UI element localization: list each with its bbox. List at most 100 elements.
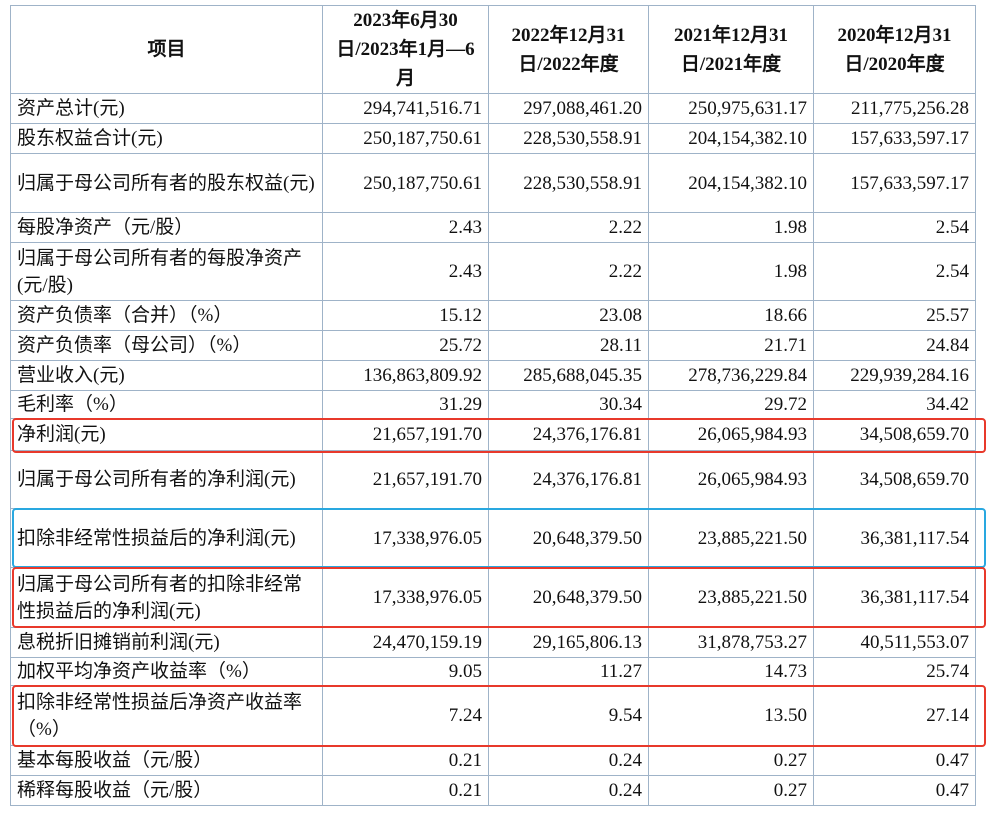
value-cell: 2.22	[488, 212, 649, 243]
value-cell: 29.72	[648, 390, 814, 419]
row-label: 营业收入(元)	[10, 360, 323, 391]
value-cell: 2.54	[813, 242, 976, 301]
value-cell: 26,065,984.93	[648, 418, 814, 451]
value-cell: 13.50	[648, 685, 814, 746]
header-cell: 2020年12月31日/2020年度	[813, 5, 976, 94]
value-cell: 11.27	[488, 657, 649, 686]
header-row: 项目 2023年6月30日/2023年1月—6月 2022年12月31日/2022年…	[10, 5, 976, 94]
value-cell: 15.12	[322, 300, 489, 331]
value-cell: 24,376,176.81	[488, 450, 649, 509]
value-cell: 34,508,659.70	[813, 450, 976, 509]
value-cell: 30.34	[488, 390, 649, 419]
row-label: 归属于母公司所有者的净利润(元)	[10, 450, 323, 509]
value-cell: 294,741,516.71	[322, 93, 489, 124]
row-label: 归属于母公司所有者的每股净资产(元/股)	[10, 242, 323, 301]
table-row: 加权平均净资产收益率（%） 9.05 11.27 14.73 25.74	[10, 657, 976, 686]
value-cell: 297,088,461.20	[488, 93, 649, 124]
value-cell: 0.24	[488, 775, 649, 806]
row-label: 资产负债率（合并）（%）	[10, 300, 323, 331]
value-cell: 36,381,117.54	[813, 508, 976, 568]
table-row: 归属于母公司所有者的净利润(元) 21,657,191.70 24,376,176.…	[10, 450, 976, 509]
value-cell: 250,187,750.61	[322, 153, 489, 213]
value-cell: 0.47	[813, 775, 976, 806]
value-cell: 40,511,553.07	[813, 627, 976, 658]
header-cell: 2022年12月31日/2022年度	[488, 5, 649, 94]
value-cell: 25.57	[813, 300, 976, 331]
value-cell: 21.71	[648, 330, 814, 361]
value-cell: 2.43	[322, 242, 489, 301]
table-row: 基本每股收益（元/股） 0.21 0.24 0.27 0.47	[10, 745, 976, 776]
header-cell: 项目	[10, 5, 323, 94]
value-cell: 0.21	[322, 775, 489, 806]
value-cell: 17,338,976.05	[322, 508, 489, 568]
table-row: 每股净资产（元/股） 2.43 2.22 1.98 2.54	[10, 212, 976, 243]
value-cell: 31.29	[322, 390, 489, 419]
value-cell: 29,165,806.13	[488, 627, 649, 658]
value-cell: 2.43	[322, 212, 489, 243]
value-cell: 23.08	[488, 300, 649, 331]
table-row: 资产负债率（母公司）（%） 25.72 28.11 21.71 24.84	[10, 330, 976, 361]
row-label: 扣除非经常性损益后净资产收益率（%）	[10, 685, 323, 746]
value-cell: 1.98	[648, 242, 814, 301]
value-cell: 36,381,117.54	[813, 567, 976, 628]
value-cell: 0.21	[322, 745, 489, 776]
value-cell: 34.42	[813, 390, 976, 419]
table-row: 归属于母公司所有者的股东权益(元) 250,187,750.61 228,530,5…	[10, 153, 976, 213]
row-label: 息税折旧摊销前利润(元)	[10, 627, 323, 658]
table-row: 毛利率（%） 31.29 30.34 29.72 34.42	[10, 390, 976, 419]
value-cell: 1.98	[648, 212, 814, 243]
value-cell: 28.11	[488, 330, 649, 361]
value-cell: 136,863,809.92	[322, 360, 489, 391]
value-cell: 24.84	[813, 330, 976, 361]
value-cell: 31,878,753.27	[648, 627, 814, 658]
value-cell: 0.27	[648, 775, 814, 806]
table-row: 资产总计(元) 294,741,516.71 297,088,461.20 250,9…	[10, 93, 976, 124]
table-row: 股东权益合计(元) 250,187,750.61 228,530,558.91 204…	[10, 123, 976, 154]
value-cell: 17,338,976.05	[322, 567, 489, 628]
value-cell: 34,508,659.70	[813, 418, 976, 451]
value-cell: 211,775,256.28	[813, 93, 976, 124]
value-cell: 0.27	[648, 745, 814, 776]
value-cell: 157,633,597.17	[813, 153, 976, 213]
row-label: 股东权益合计(元)	[10, 123, 323, 154]
table-row: 稀释每股收益（元/股） 0.21 0.24 0.27 0.47	[10, 775, 976, 806]
row-label: 基本每股收益（元/股）	[10, 745, 323, 776]
value-cell: 9.05	[322, 657, 489, 686]
table-row: 扣除非经常性损益后净资产收益率（%） 7.24 9.54 13.50 27.14	[10, 685, 976, 746]
value-cell: 23,885,221.50	[648, 508, 814, 568]
value-cell: 0.24	[488, 745, 649, 776]
value-cell: 204,154,382.10	[648, 153, 814, 213]
value-cell: 2.22	[488, 242, 649, 301]
highlight-red	[12, 567, 986, 628]
row-label: 每股净资产（元/股）	[10, 212, 323, 243]
value-cell: 228,530,558.91	[488, 153, 649, 213]
table-row: 营业收入(元) 136,863,809.92 285,688,045.35 278,7…	[10, 360, 976, 391]
value-cell: 204,154,382.10	[648, 123, 814, 154]
row-label: 毛利率（%）	[10, 390, 323, 419]
value-cell: 23,885,221.50	[648, 567, 814, 628]
value-cell: 18.66	[648, 300, 814, 331]
value-cell: 0.47	[813, 745, 976, 776]
highlight-red	[12, 685, 986, 747]
row-label: 归属于母公司所有者的股东权益(元)	[10, 153, 323, 213]
value-cell: 21,657,191.70	[322, 418, 489, 451]
value-cell: 21,657,191.70	[322, 450, 489, 509]
table-row: 息税折旧摊销前利润(元) 24,470,159.19 29,165,806.13 31…	[10, 627, 976, 658]
table-row: 资产负债率（合并）（%） 15.12 23.08 18.66 25.57	[10, 300, 976, 331]
row-label: 资产负债率（母公司）（%）	[10, 330, 323, 361]
value-cell: 157,633,597.17	[813, 123, 976, 154]
value-cell: 24,470,159.19	[322, 627, 489, 658]
header-cell: 2023年6月30日/2023年1月—6月	[322, 5, 489, 94]
table-row: 扣除非经常性损益后的净利润(元) 17,338,976.05 20,648,379.…	[10, 508, 976, 568]
value-cell: 228,530,558.91	[488, 123, 649, 154]
row-label: 扣除非经常性损益后的净利润(元)	[10, 508, 323, 568]
table-body: 资产总计(元) 294,741,516.71 297,088,461.20 250,9…	[10, 93, 976, 806]
value-cell: 278,736,229.84	[648, 360, 814, 391]
highlight-blue	[12, 508, 986, 568]
value-cell: 14.73	[648, 657, 814, 686]
value-cell: 25.74	[813, 657, 976, 686]
value-cell: 250,975,631.17	[648, 93, 814, 124]
value-cell: 285,688,045.35	[488, 360, 649, 391]
table-row: 归属于母公司所有者的每股净资产(元/股) 2.43 2.22 1.98 2.54	[10, 242, 976, 301]
